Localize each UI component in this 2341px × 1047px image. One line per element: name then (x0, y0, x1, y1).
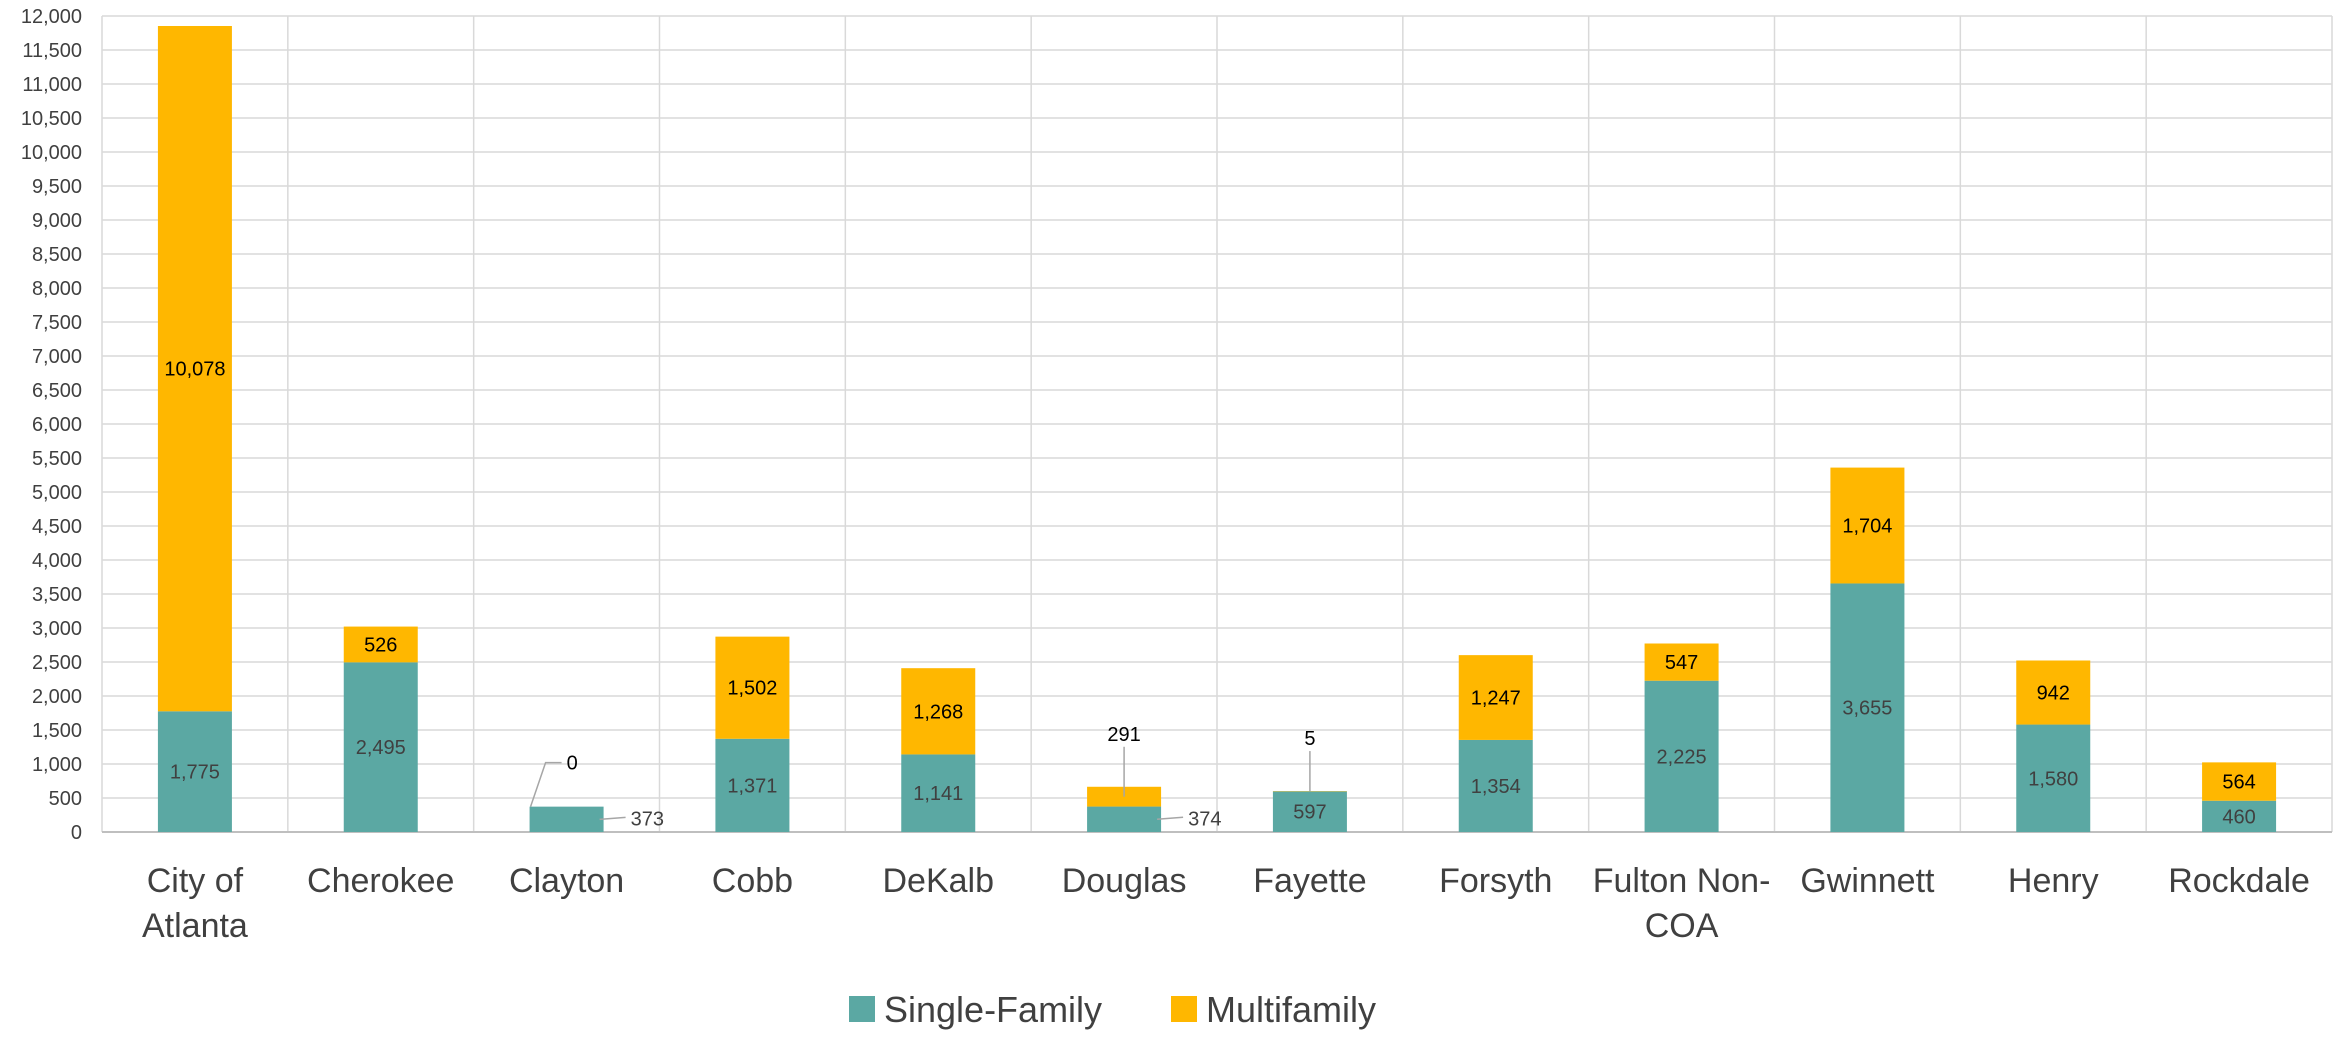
y-tick-label: 11,500 (22, 40, 82, 62)
legend-label: Multifamily (1206, 989, 1376, 1030)
legend-swatch (1171, 996, 1197, 1022)
y-tick-label: 10,000 (21, 142, 82, 164)
x-tick-label: Cobb (712, 862, 793, 900)
data-label-multifamily: 5 (1304, 728, 1315, 750)
bar-single-family (1087, 807, 1161, 832)
data-label-multifamily: 1,704 (1842, 516, 1892, 538)
data-label-multifamily: 547 (1665, 652, 1698, 674)
y-tick-label: 7,500 (32, 312, 82, 334)
y-tick-label: 5,500 (32, 448, 82, 470)
y-tick-label: 9,500 (32, 176, 82, 198)
data-label-single-family: 3,655 (1842, 698, 1892, 720)
x-tick-label: Fulton Non- (1593, 862, 1771, 900)
bar-single-family (530, 807, 604, 832)
y-tick-label: 0 (71, 822, 82, 844)
y-tick-label: 8,000 (32, 278, 82, 300)
data-label-single-family: 1,141 (913, 783, 963, 805)
y-tick-label: 6,500 (32, 380, 82, 402)
y-tick-label: 11,000 (22, 74, 82, 96)
y-tick-label: 1,500 (32, 720, 82, 742)
x-tick-label: Rockdale (2168, 862, 2310, 900)
y-tick-label: 9,000 (32, 210, 82, 232)
x-tick-label: Cherokee (307, 862, 454, 900)
legend-swatch (849, 996, 875, 1022)
y-tick-label: 2,500 (32, 652, 82, 674)
data-label-multifamily: 0 (567, 753, 578, 775)
y-tick-label: 5,000 (32, 482, 82, 504)
legend-label: Single-Family (884, 989, 1102, 1030)
x-tick-label: City of (147, 862, 244, 900)
y-tick-label: 4,500 (32, 516, 82, 538)
data-label-multifamily: 291 (1107, 724, 1140, 746)
data-label-single-family: 374 (1188, 808, 1221, 830)
x-tick-label: Gwinnett (1800, 862, 1935, 900)
data-label-single-family: 1,354 (1471, 776, 1521, 798)
leader-line (531, 763, 562, 807)
y-tick-label: 500 (49, 788, 82, 810)
y-tick-label: 6,000 (32, 414, 82, 436)
x-tick-label: Forsyth (1439, 862, 1552, 900)
x-tick-label: COA (1645, 907, 1719, 945)
data-label-single-family: 597 (1293, 802, 1326, 824)
y-tick-label: 1,000 (32, 754, 82, 776)
y-tick-label: 7,000 (32, 346, 82, 368)
y-tick-label: 4,000 (32, 550, 82, 572)
data-label-multifamily: 1,268 (913, 701, 963, 723)
x-tick-label: DeKalb (882, 862, 994, 900)
data-label-multifamily: 10,078 (164, 359, 225, 381)
x-tick-label: Fayette (1253, 862, 1366, 900)
data-label-single-family: 373 (631, 808, 664, 830)
data-label-single-family: 2,495 (356, 737, 406, 759)
data-label-multifamily: 526 (364, 634, 397, 656)
x-tick-label: Douglas (1062, 862, 1187, 900)
data-label-multifamily: 1,502 (727, 678, 777, 700)
data-label-multifamily: 942 (2037, 683, 2070, 705)
y-tick-label: 3,500 (32, 584, 82, 606)
x-tick-label: Clayton (509, 862, 624, 900)
data-label-multifamily: 1,247 (1471, 688, 1521, 710)
y-tick-label: 10,500 (21, 108, 82, 130)
data-label-multifamily: 564 (2222, 772, 2255, 794)
y-tick-label: 3,000 (32, 618, 82, 640)
x-tick-label: Atlanta (142, 907, 248, 945)
data-label-single-family: 1,775 (170, 762, 220, 784)
data-label-single-family: 1,580 (2028, 768, 2078, 790)
data-label-single-family: 2,225 (1657, 746, 1707, 768)
data-label-single-family: 460 (2222, 806, 2255, 828)
x-tick-label: Henry (2008, 862, 2099, 900)
data-label-single-family: 1,371 (727, 775, 777, 797)
y-tick-label: 8,500 (32, 244, 82, 266)
y-tick-label: 12,000 (21, 6, 82, 28)
y-tick-label: 2,000 (32, 686, 82, 708)
